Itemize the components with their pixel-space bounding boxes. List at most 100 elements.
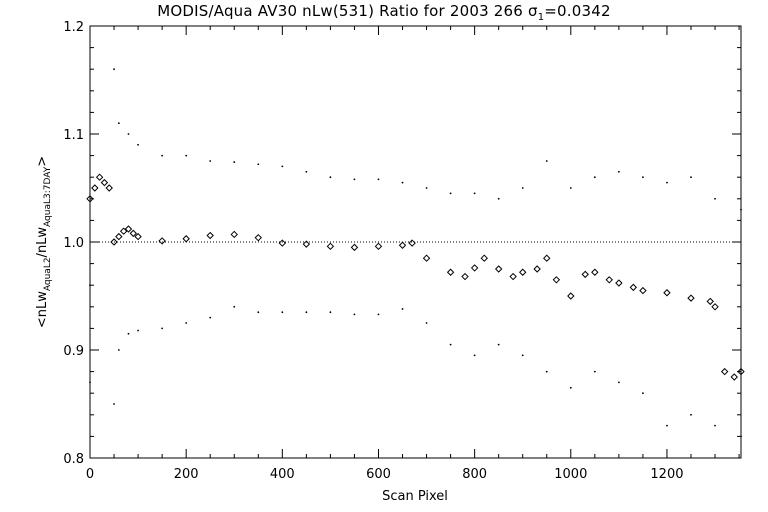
data-point-dot <box>329 176 332 179</box>
data-point-dot <box>117 122 120 125</box>
data-point-dot <box>185 154 188 157</box>
series-1 <box>86 173 745 381</box>
data-point-diamond <box>119 227 128 235</box>
data-point-diamond <box>91 184 99 192</box>
data-point-dot <box>353 313 356 316</box>
data-point-diamond <box>639 286 647 295</box>
data-point-dot <box>377 313 380 316</box>
data-point-dot <box>185 322 188 324</box>
data-point-diamond <box>115 232 123 241</box>
data-point-dot <box>569 187 572 189</box>
y-axis-label-sub2: AquaL3:7DAY <box>43 166 53 227</box>
data-point-diamond <box>124 225 133 233</box>
data-point-diamond <box>254 233 262 242</box>
series-3 <box>89 305 742 438</box>
x-axis-ticks: 0 200 400 600 800 1000 1200 <box>86 26 740 482</box>
data-point-dot <box>113 68 115 71</box>
data-point-dot <box>209 316 212 319</box>
data-point-dot <box>89 381 91 384</box>
data-point-dot <box>233 305 236 308</box>
data-point-dot <box>377 178 380 181</box>
data-point-diamond <box>509 272 517 281</box>
data-point-dot <box>617 381 620 384</box>
data-point-dot <box>257 163 260 166</box>
data-point-dot <box>714 424 716 427</box>
data-point-dot <box>113 403 115 405</box>
data-point-dot <box>714 197 716 200</box>
data-point-dot <box>425 322 428 324</box>
data-point-diamond <box>663 289 671 297</box>
data-point-diamond <box>129 229 137 238</box>
data-point-diamond <box>533 265 541 273</box>
x-tick-label: 1000 <box>554 467 587 482</box>
data-point-diamond <box>110 238 118 246</box>
y-axis-label-close: > <box>35 156 50 167</box>
chart-title-sigma-value: =0.0342 <box>544 2 611 20</box>
data-point-dot <box>281 311 284 314</box>
data-point-dot <box>401 308 404 310</box>
data-point-diamond <box>470 264 479 272</box>
data-point-dot <box>127 332 130 335</box>
data-point-dot <box>497 197 500 200</box>
y-tick-label: 0.9 <box>63 344 84 359</box>
data-point-diamond <box>711 303 719 311</box>
data-point-diamond <box>278 239 287 247</box>
data-point-dot <box>281 165 284 168</box>
data-point-diamond <box>461 272 469 281</box>
data-point-diamond <box>182 235 190 243</box>
data-point-diamond <box>494 265 503 273</box>
y-tick-label: 1.0 <box>63 236 84 251</box>
data-point-dot <box>666 424 668 427</box>
data-point-diamond <box>408 239 416 247</box>
series-layer <box>86 68 745 438</box>
data-point-dot <box>473 192 476 195</box>
data-point-dot <box>569 386 572 389</box>
data-point-dot <box>545 160 548 162</box>
x-tick-label: 0 <box>86 467 94 482</box>
chart-title-text: MODIS/Aqua AV30 nLw(531) Ratio for 2003 … <box>157 2 524 20</box>
data-point-dot <box>401 181 404 184</box>
data-point-dot <box>593 176 596 179</box>
data-point-dot <box>545 370 548 373</box>
x-tick-label: 800 <box>462 467 487 482</box>
data-point-diamond <box>706 297 714 306</box>
data-point-diamond <box>519 268 527 276</box>
data-point-diamond <box>591 268 599 276</box>
data-point-dot <box>89 284 91 287</box>
data-point-dot <box>740 435 742 438</box>
data-point-dot <box>617 170 620 173</box>
data-point-diamond <box>422 254 431 262</box>
x-tick-label: 600 <box>366 467 391 482</box>
data-point-diamond <box>687 294 695 302</box>
data-point-dot <box>593 370 596 373</box>
data-point-diamond <box>730 373 738 381</box>
series-2 <box>89 68 742 287</box>
data-point-dot <box>137 329 139 332</box>
x-tick-label: 1200 <box>650 467 683 482</box>
data-point-dot <box>690 176 692 179</box>
data-point-diamond <box>134 232 142 241</box>
data-point-dot <box>642 176 644 179</box>
chart-title-sigma-sub: 1 <box>537 12 545 23</box>
data-point-dot <box>473 354 476 357</box>
chart-title-sigma: σ <box>528 2 538 20</box>
data-point-diamond <box>629 283 638 292</box>
data-point-diamond <box>230 230 238 239</box>
data-point-dot <box>740 208 742 211</box>
x-tick-label: 400 <box>270 467 295 482</box>
data-point-dot <box>161 154 164 157</box>
data-point-dot <box>117 349 120 351</box>
y-tick-label: 0.8 <box>63 452 84 467</box>
data-point-diamond <box>350 243 359 252</box>
chart-title: MODIS/Aqua AV30 nLw(531) Ratio for 2003 … <box>0 2 768 23</box>
data-point-dot <box>690 413 692 416</box>
data-point-diamond <box>302 240 311 248</box>
y-axis-ticks: 0.8 0.9 1.0 1.1 1.2 <box>63 20 741 467</box>
data-point-diamond <box>543 254 551 262</box>
data-point-dot <box>209 160 212 162</box>
data-point-diamond <box>86 195 94 203</box>
y-axis-label: <nLwAquaL2/nLwAquaL3:7DAY> <box>35 156 53 328</box>
x-axis-label: Scan Pixel <box>382 489 448 504</box>
data-point-dot <box>127 133 130 135</box>
